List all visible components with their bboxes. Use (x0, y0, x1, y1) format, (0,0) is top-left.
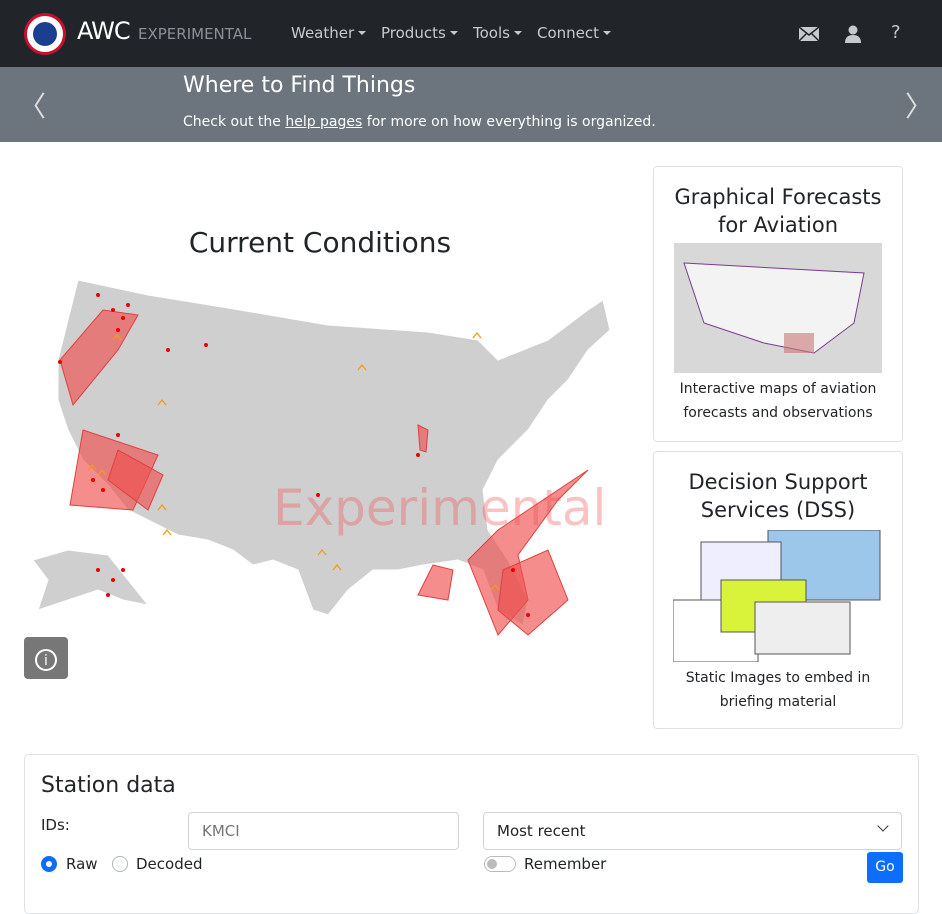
menu-products[interactable]: Products (381, 24, 458, 42)
ids-label: IDs: (41, 816, 70, 834)
brand[interactable]: AWC (77, 17, 131, 45)
info-button[interactable]: i (24, 637, 68, 679)
carousel-next-icon[interactable]: 〉 (905, 90, 934, 123)
time-select[interactable]: Most recent (483, 812, 902, 850)
watermark: Experimental (273, 479, 606, 537)
current-conditions-map[interactable]: Experimental (28, 270, 618, 640)
menu-tools[interactable]: Tools (473, 24, 522, 42)
ids-input[interactable] (188, 812, 459, 850)
info-icon: i (35, 648, 57, 671)
map-title: Current Conditions (188, 226, 452, 259)
raw-label: Raw (66, 855, 98, 873)
gfa-card[interactable]: Graphical Forecasts for Aviation Interact… (653, 166, 903, 442)
carousel-prev-icon[interactable]: 〈 (18, 90, 47, 123)
menu-connect[interactable]: Connect (537, 24, 611, 42)
remember-toggle[interactable] (484, 856, 516, 872)
mail-icon[interactable] (798, 26, 820, 42)
go-button[interactable]: Go (867, 852, 903, 883)
nws-logo[interactable] (24, 13, 66, 55)
remember-label: Remember (524, 855, 607, 873)
station-data-panel: Station data IDs: Most recent Raw Decode… (24, 754, 919, 914)
dss-thumbnail (672, 529, 881, 663)
station-title: Station data (41, 773, 176, 798)
card-desc: Interactive maps of aviation forecasts an… (679, 381, 877, 421)
raw-radio[interactable] (41, 856, 57, 872)
decoded-label: Decoded (136, 855, 203, 873)
carousel-title: Where to Find Things (183, 73, 416, 98)
carousel: 〈 Where to Find Things Check out the hel… (0, 67, 942, 142)
card-title: Decision Support Services (DSS) (688, 470, 868, 522)
gfa-thumbnail (674, 243, 882, 373)
brand-sub: EXPERIMENTAL (138, 25, 252, 43)
decoded-radio[interactable] (112, 856, 128, 872)
navbar: AWC EXPERIMENTAL Weather Products Tools … (0, 0, 942, 67)
chevron-down-icon (877, 820, 889, 832)
menu-weather[interactable]: Weather (291, 24, 366, 42)
user-icon[interactable] (844, 25, 862, 43)
help-pages-link[interactable]: help pages (285, 114, 363, 130)
carousel-text: Check out the help pages for more on how… (183, 114, 656, 130)
card-title: Graphical Forecasts for Aviation (674, 185, 882, 237)
card-desc: Static Images to embed in briefing materi… (685, 670, 871, 710)
help-icon[interactable]: ? (891, 22, 901, 43)
dss-card[interactable]: Decision Support Services (DSS) Static Im… (653, 451, 903, 729)
